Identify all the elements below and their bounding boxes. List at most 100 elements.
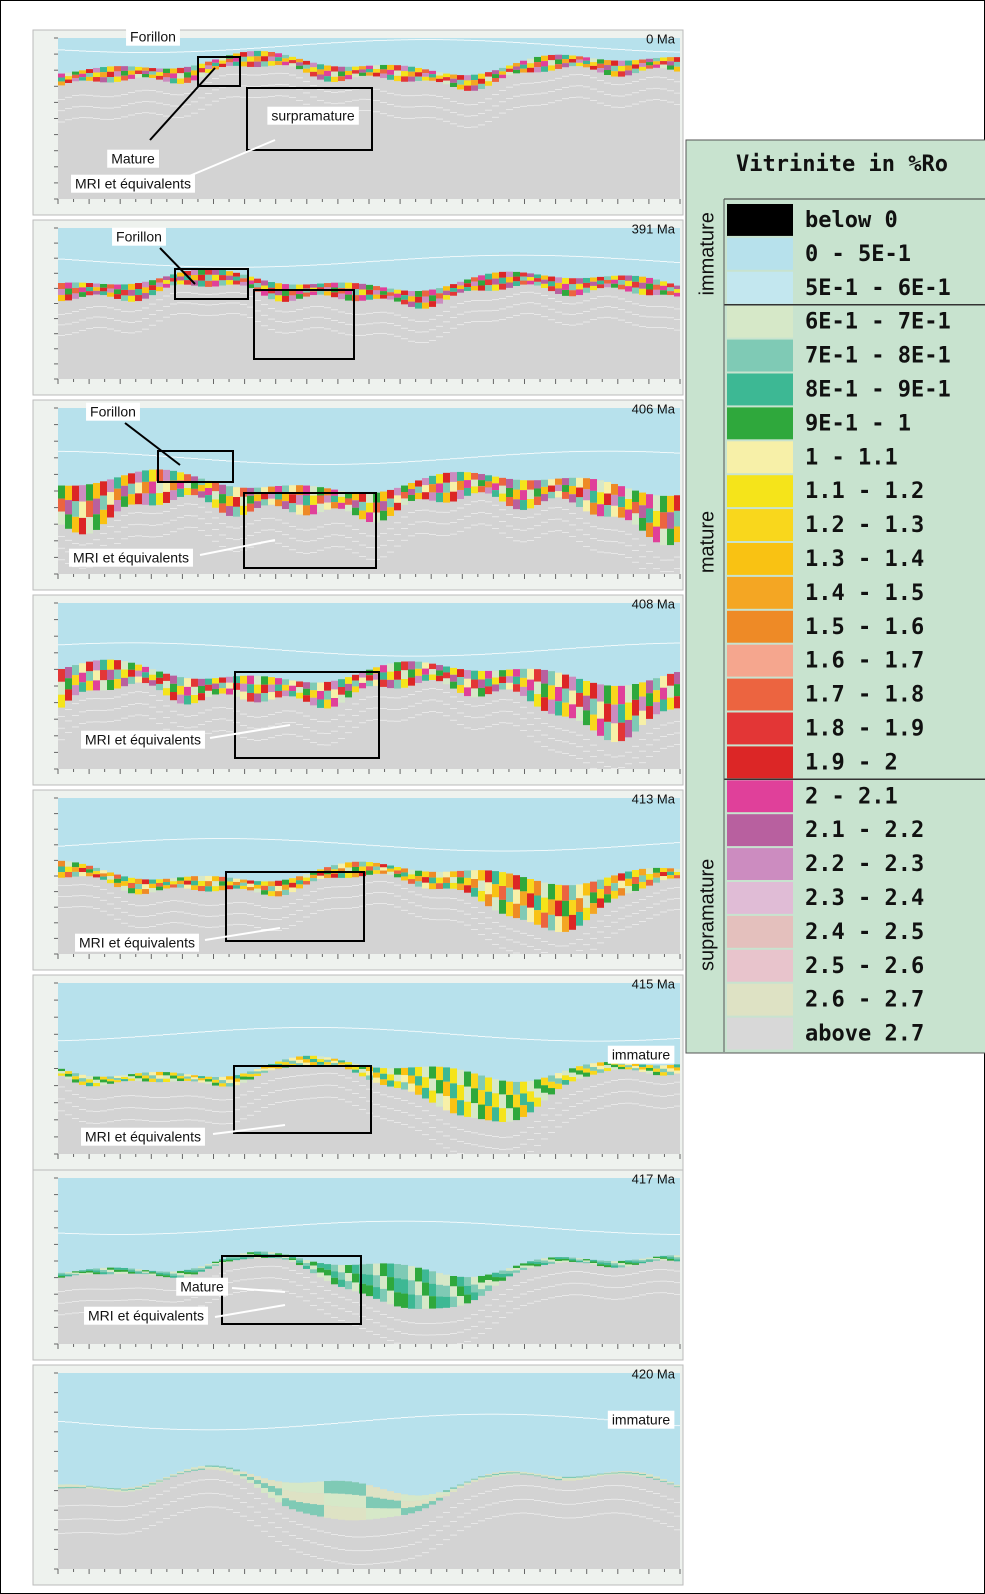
- maturity-cell: [296, 294, 303, 299]
- water-column: [107, 408, 114, 480]
- maturity-cell: [450, 82, 457, 87]
- maturity-cell: [205, 65, 212, 70]
- maturity-cell: [58, 81, 65, 86]
- maturity-cell: [219, 1083, 226, 1087]
- maturity-cell: [58, 289, 65, 296]
- maturity-cell: [247, 1076, 254, 1080]
- maturity-cell: [177, 677, 184, 686]
- maturity-cell: [422, 668, 429, 675]
- maturity-cell: [583, 277, 590, 283]
- water-column: [422, 983, 429, 1067]
- maturity-cell: [352, 492, 359, 501]
- maturity-cell: [429, 674, 436, 680]
- maturity-cell: [254, 1251, 261, 1254]
- maturity-cell: [611, 704, 618, 724]
- maturity-cell: [401, 872, 408, 877]
- water-column: [597, 38, 604, 60]
- maturity-cell: [478, 486, 485, 493]
- maturity-cell: [268, 486, 275, 493]
- maturity-cell: [625, 685, 632, 703]
- water-column: [310, 228, 317, 285]
- water-column: [387, 408, 394, 490]
- maturity-cell: [289, 1057, 296, 1061]
- water-column: [135, 228, 142, 284]
- maturity-cell: [212, 482, 219, 492]
- maturity-cell: [107, 77, 114, 83]
- maturity-cell: [464, 687, 471, 697]
- water-column: [401, 603, 408, 662]
- maturity-cell: [520, 905, 527, 920]
- maturity-cell: [674, 875, 680, 879]
- maturity-cell: [457, 471, 464, 481]
- water-column: [338, 1178, 345, 1266]
- maturity-cell: [93, 1272, 100, 1275]
- water-column: [471, 38, 478, 75]
- maturity-cell: [72, 78, 79, 82]
- maturity-cell: [170, 878, 177, 882]
- water-column: [366, 228, 373, 285]
- maturity-cell: [93, 1268, 100, 1271]
- maturity-cell: [380, 491, 387, 502]
- maturity-cell: [618, 280, 625, 285]
- water-column: [275, 38, 282, 54]
- panel-age: 408 Ma: [632, 596, 676, 611]
- maturity-cell: [555, 484, 562, 492]
- maturity-cell: [93, 283, 100, 288]
- maturity-cell: [667, 685, 674, 698]
- maturity-cell: [464, 480, 471, 488]
- maturity-cell: [583, 500, 590, 512]
- maturity-cell: [191, 1075, 198, 1078]
- water-column: [429, 408, 436, 476]
- maturity-cell: [303, 1062, 310, 1067]
- maturity-cell: [191, 476, 198, 483]
- maturity-cell: [100, 283, 107, 288]
- water-column: [646, 798, 653, 869]
- maturity-cell: [562, 1075, 569, 1081]
- maturity-cell: [296, 1258, 303, 1261]
- maturity-cell: [303, 495, 310, 506]
- maturity-cell: [128, 1074, 135, 1077]
- maturity-cell: [359, 69, 366, 73]
- maturity-cell: [457, 1100, 464, 1116]
- maturity-cell: [100, 1076, 107, 1080]
- maturity-cell: [611, 494, 618, 506]
- maturity-cell: [548, 54, 555, 61]
- maturity-cell: [72, 71, 79, 75]
- maturity-cell: [247, 684, 254, 693]
- maturity-cell: [590, 714, 597, 731]
- maturity-cell: [191, 695, 198, 704]
- maturity-cell: [86, 76, 93, 81]
- maturity-cell: [422, 492, 429, 500]
- maturity-cell: [478, 275, 485, 281]
- maturity-cell: [338, 1062, 345, 1065]
- maturity-cell: [597, 701, 604, 719]
- maturity-cell: [422, 1087, 429, 1099]
- water-column: [331, 983, 338, 1059]
- maturity-cell: [646, 277, 653, 284]
- maturity-cell: [184, 270, 191, 276]
- maturity-cell: [380, 870, 387, 874]
- maturity-cell: [184, 695, 191, 705]
- maturity-cell: [618, 66, 625, 72]
- maturity-cell: [93, 874, 100, 878]
- maturity-cell: [261, 487, 268, 494]
- maturity-cell: [569, 900, 576, 915]
- maturity-cell: [639, 1069, 646, 1072]
- maturity-cell: [79, 872, 86, 877]
- maturity-cell: [254, 501, 261, 508]
- water-column: [261, 1178, 268, 1252]
- water-column: [198, 228, 205, 270]
- water-column: [548, 38, 555, 55]
- maturity-cell: [653, 289, 660, 296]
- water-column: [387, 983, 394, 1069]
- maturity-cell: [58, 295, 65, 302]
- maturity-cell: [394, 289, 401, 294]
- maturity-cell: [548, 479, 555, 486]
- maturity-cell: [569, 486, 576, 495]
- maturity-cell: [541, 66, 548, 72]
- maturity-cell: [254, 881, 261, 885]
- maturity-cell: [471, 80, 478, 86]
- annotation-label: immature: [612, 1047, 671, 1063]
- water-column: [317, 38, 324, 65]
- maturity-cell: [415, 870, 422, 877]
